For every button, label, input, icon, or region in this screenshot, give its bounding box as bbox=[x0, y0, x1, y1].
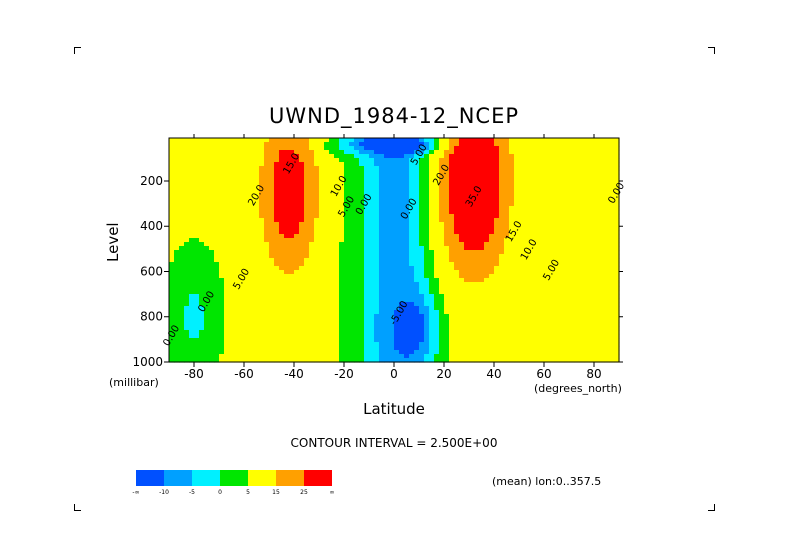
corner-mark-top-left bbox=[74, 47, 81, 54]
color-legend bbox=[136, 470, 332, 486]
corner-mark-top-right bbox=[708, 47, 715, 54]
legend-swatch bbox=[136, 470, 164, 486]
x-axis-units: (degrees_north) bbox=[534, 382, 622, 395]
legend-swatch bbox=[164, 470, 192, 486]
x-axis-label: Latitude bbox=[363, 400, 425, 418]
x-tick-label: 60 bbox=[536, 367, 551, 381]
x-tick-label: 20 bbox=[436, 367, 451, 381]
chart-title: UWND_1984-12_NCEP bbox=[268, 104, 520, 128]
legend-swatch bbox=[248, 470, 276, 486]
legend-label: -∞ bbox=[132, 489, 140, 496]
contour-interval-text: CONTOUR INTERVAL = 2.500E+00 bbox=[290, 436, 498, 450]
y-tick-label: 200 bbox=[140, 174, 163, 188]
legend-swatch bbox=[192, 470, 220, 486]
x-tick-label: -40 bbox=[284, 367, 304, 381]
x-tick-label: 0 bbox=[390, 367, 398, 381]
x-tick-label: 80 bbox=[586, 367, 601, 381]
x-tick-label: -80 bbox=[184, 367, 204, 381]
x-tick-label: -60 bbox=[234, 367, 254, 381]
legend-label: 15 bbox=[272, 489, 280, 496]
y-tick-label: 1000 bbox=[132, 355, 163, 369]
legend-swatch bbox=[276, 470, 304, 486]
legend-label: 5 bbox=[246, 489, 250, 496]
y-tick-label: 800 bbox=[140, 310, 163, 324]
mean-longitude-text: (mean) lon:0..357.5 bbox=[492, 475, 602, 488]
y-tick-label: 600 bbox=[140, 264, 163, 278]
legend-swatch bbox=[220, 470, 248, 486]
legend-label: ∞ bbox=[329, 489, 335, 496]
corner-mark-bottom-left bbox=[74, 504, 81, 511]
contour-fill bbox=[169, 138, 620, 363]
y-tick-label: 400 bbox=[140, 219, 163, 233]
x-tick-label: 40 bbox=[486, 367, 501, 381]
legend-label: 25 bbox=[300, 489, 308, 496]
legend-label: 0 bbox=[218, 489, 222, 496]
corner-mark-bottom-right bbox=[708, 504, 715, 511]
legend-label: -10 bbox=[159, 489, 169, 496]
x-tick-label: -20 bbox=[334, 367, 354, 381]
legend-swatch bbox=[304, 470, 332, 486]
y-axis-units: (millibar) bbox=[109, 376, 159, 389]
legend-label: -5 bbox=[189, 489, 195, 496]
